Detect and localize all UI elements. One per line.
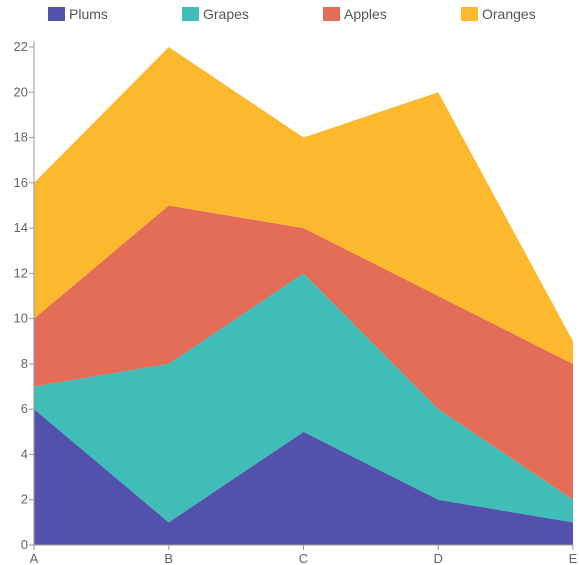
x-tick-label: C [299,551,308,565]
legend-swatch-plums [48,7,65,21]
legend-item-apples[interactable]: Apples [323,6,387,22]
y-tick-label: 2 [21,492,28,507]
y-tick-label: 6 [21,401,28,416]
legend-swatch-apples [323,7,340,21]
x-tick-label: D [434,551,443,565]
area-plums[interactable] [34,409,573,545]
x-tick-label: A [30,551,39,565]
y-tick-label: 10 [14,311,28,326]
y-tick-label: 8 [21,356,28,371]
axes-group: 0 2 4 6 8 10 12 14 16 18 20 22 A B C D E [14,39,578,565]
legend-item-grapes[interactable]: Grapes [182,6,249,22]
legend-label-plums: Plums [69,6,108,22]
legend-item-plums[interactable]: Plums [48,6,108,22]
area-grapes[interactable] [34,273,573,523]
y-tick-label: 4 [21,446,28,461]
y-tick-label: 22 [14,39,28,54]
y-tick-label: 0 [21,537,28,552]
legend-label-oranges: Oranges [482,6,536,22]
area-apples[interactable] [34,205,573,500]
x-tick-label: E [569,551,578,565]
legend-swatch-grapes [182,7,199,21]
legend-label-grapes: Grapes [203,6,249,22]
area-oranges[interactable] [34,47,573,364]
y-tick-label: 18 [14,130,28,145]
y-tick-label: 12 [14,265,28,280]
legend-item-oranges[interactable]: Oranges [461,6,536,22]
x-tick-label: B [164,551,173,565]
y-tick-label: 20 [14,84,28,99]
legend-label-apples: Apples [344,6,387,22]
y-tick-label: 14 [14,220,28,235]
y-tick-label: 16 [14,175,28,190]
area-series-group [34,47,573,545]
legend-swatch-oranges [461,7,478,21]
chart-legend: Plums Grapes Apples Oranges [0,6,579,26]
